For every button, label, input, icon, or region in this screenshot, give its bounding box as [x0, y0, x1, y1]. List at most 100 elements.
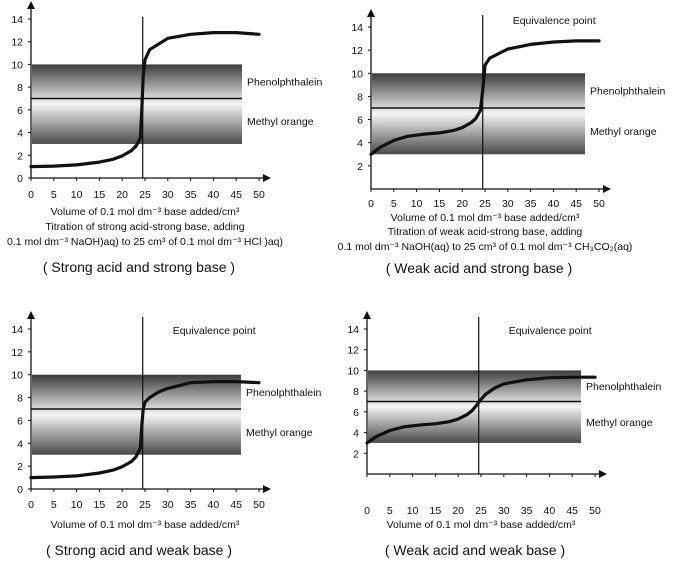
x-tick-label: 30	[498, 505, 510, 517]
y-tick-label: 2	[357, 161, 363, 173]
x-tick-label: 40	[208, 499, 220, 511]
x-tick-label: 5	[387, 505, 393, 517]
equivalence-point-label: Equivalence point	[509, 325, 592, 337]
titration-curve	[29, 31, 261, 169]
indicator-label-phenolphthalein: Phenolphthalein	[247, 76, 322, 88]
x-axis-arrow	[603, 185, 611, 193]
x-tick-label: 50	[589, 505, 601, 517]
x-tick-label: 10	[71, 189, 83, 201]
x-tick-label: 50	[253, 499, 265, 511]
x-tick-label: 30	[502, 198, 514, 210]
x-tick-label: 20	[116, 189, 128, 201]
y-tick-label: 10	[11, 370, 23, 382]
x-tick-label: 20	[456, 198, 468, 210]
x-axis-arrow	[599, 470, 607, 478]
y-tick-label: 0	[17, 484, 23, 496]
x-axis-label: Volume of 0.1 mol dm⁻³ base added/cm³	[51, 519, 240, 531]
y-tick-label: 2	[17, 461, 23, 473]
indicator-band	[32, 64, 242, 144]
y-tick-label: 8	[353, 386, 359, 398]
x-tick-label: 10	[407, 505, 419, 517]
x-tick-label: 35	[185, 499, 197, 511]
y-tick-label: 4	[17, 128, 23, 140]
chart-title: ( Strong acid and strong base )	[43, 259, 235, 275]
y-axis-arrow	[27, 311, 35, 319]
x-tick-label: 35	[525, 198, 537, 210]
x-tick-label: 0	[364, 505, 370, 517]
caption-line: 0.1 mol dm⁻³ NaOH)aq) to 25 cm³ of 0.1 m…	[7, 236, 283, 248]
indicator-label-methyl-orange: Methyl orange	[247, 116, 314, 128]
x-tick-label: 15	[94, 499, 106, 511]
x-axis-arrow	[263, 485, 271, 493]
indicator-label-phenolphthalein: Phenolphthalein	[246, 387, 321, 399]
y-tick-label: 12	[11, 347, 23, 359]
x-tick-label: 45	[570, 198, 582, 210]
equivalence-point-label: Equivalence point	[173, 325, 256, 337]
y-tick-label: 6	[357, 115, 363, 127]
indicator-label-methyl-orange: Methyl orange	[586, 417, 653, 429]
x-axis-label: Volume of 0.1 mol dm⁻³ base added/cm³	[51, 206, 240, 218]
x-tick-label: 25	[139, 189, 151, 201]
equivalence-point-label: Equivalence point	[513, 15, 596, 27]
x-tick-label: 15	[430, 505, 442, 517]
chart-panel-3: Phenolphthalein Methyl orange 0 2 4 6 8 10 12 14 0…	[11, 311, 321, 558]
y-tick-label: 8	[17, 393, 23, 405]
x-tick-label: 35	[185, 189, 197, 201]
x-tick-label: 0	[28, 499, 34, 511]
x-tick-label: 30	[162, 499, 174, 511]
y-tick-label: 6	[17, 415, 23, 427]
y-tick-label: 14	[347, 324, 359, 336]
y-tick-label: 14	[351, 22, 363, 34]
x-tick-label: 15	[434, 198, 446, 210]
x-tick-label: 50	[593, 198, 605, 210]
x-tick-label: 10	[411, 198, 423, 210]
x-tick-label: 45	[230, 189, 242, 201]
x-tick-label: 35	[521, 505, 533, 517]
x-tick-label: 5	[391, 198, 397, 210]
indicator-label-methyl-orange: Methyl orange	[590, 126, 657, 138]
x-axis-label: Volume of 0.1 mol dm⁻³ base added/cm³	[391, 212, 580, 224]
x-tick-label: 45	[566, 505, 578, 517]
y-tick-label: 12	[11, 37, 23, 49]
indicator-label-phenolphthalein: Phenolphthalein	[586, 381, 661, 393]
chart-title: ( Weak acid and weak base )	[385, 542, 565, 558]
x-tick-label: 5	[51, 499, 57, 511]
x-tick-label: 45	[230, 499, 242, 511]
x-tick-label: 50	[253, 189, 265, 201]
x-tick-label: 0	[28, 189, 34, 201]
y-axis-arrow	[27, 1, 35, 9]
chart-title: ( Strong acid and weak base )	[46, 542, 232, 558]
y-tick-label: 8	[17, 82, 23, 94]
caption-line: 0.1 mol dm⁻³ NaOH(aq) to 25 cm³ of 0.1 m…	[338, 241, 633, 253]
y-axis-arrow	[367, 9, 375, 17]
x-tick-label: 15	[94, 189, 106, 201]
y-tick-label: 10	[11, 59, 23, 71]
y-tick-label: 6	[17, 105, 23, 117]
y-tick-label: 10	[351, 68, 363, 80]
x-tick-label: 25	[475, 505, 487, 517]
x-tick-label: 20	[116, 499, 128, 511]
x-tick-label: 10	[71, 499, 83, 511]
y-tick-label: 4	[353, 428, 359, 440]
x-tick-label: 5	[51, 189, 57, 201]
indicator-label-methyl-orange: Methyl orange	[246, 427, 313, 439]
y-tick-label: 2	[353, 448, 359, 460]
y-tick-label: 2	[17, 150, 23, 162]
indicator-band	[32, 374, 241, 455]
x-tick-label: 30	[162, 189, 174, 201]
y-tick-label: 14	[11, 14, 23, 26]
x-tick-label: 25	[479, 198, 491, 210]
titration-curve	[369, 39, 601, 156]
y-tick-label: 12	[347, 345, 359, 357]
x-tick-label: 20	[452, 505, 464, 517]
y-tick-label: 4	[357, 138, 363, 150]
x-tick-label: 0	[368, 198, 374, 210]
y-axis-arrow	[363, 311, 371, 319]
y-tick-label: 14	[11, 324, 23, 336]
caption-line: Titration of strong acid-strong base, ad…	[45, 221, 244, 233]
x-axis-arrow	[263, 174, 271, 182]
y-tick-label: 0	[17, 173, 23, 185]
y-tick-label: 4	[17, 438, 23, 450]
x-tick-label: 25	[139, 499, 151, 511]
